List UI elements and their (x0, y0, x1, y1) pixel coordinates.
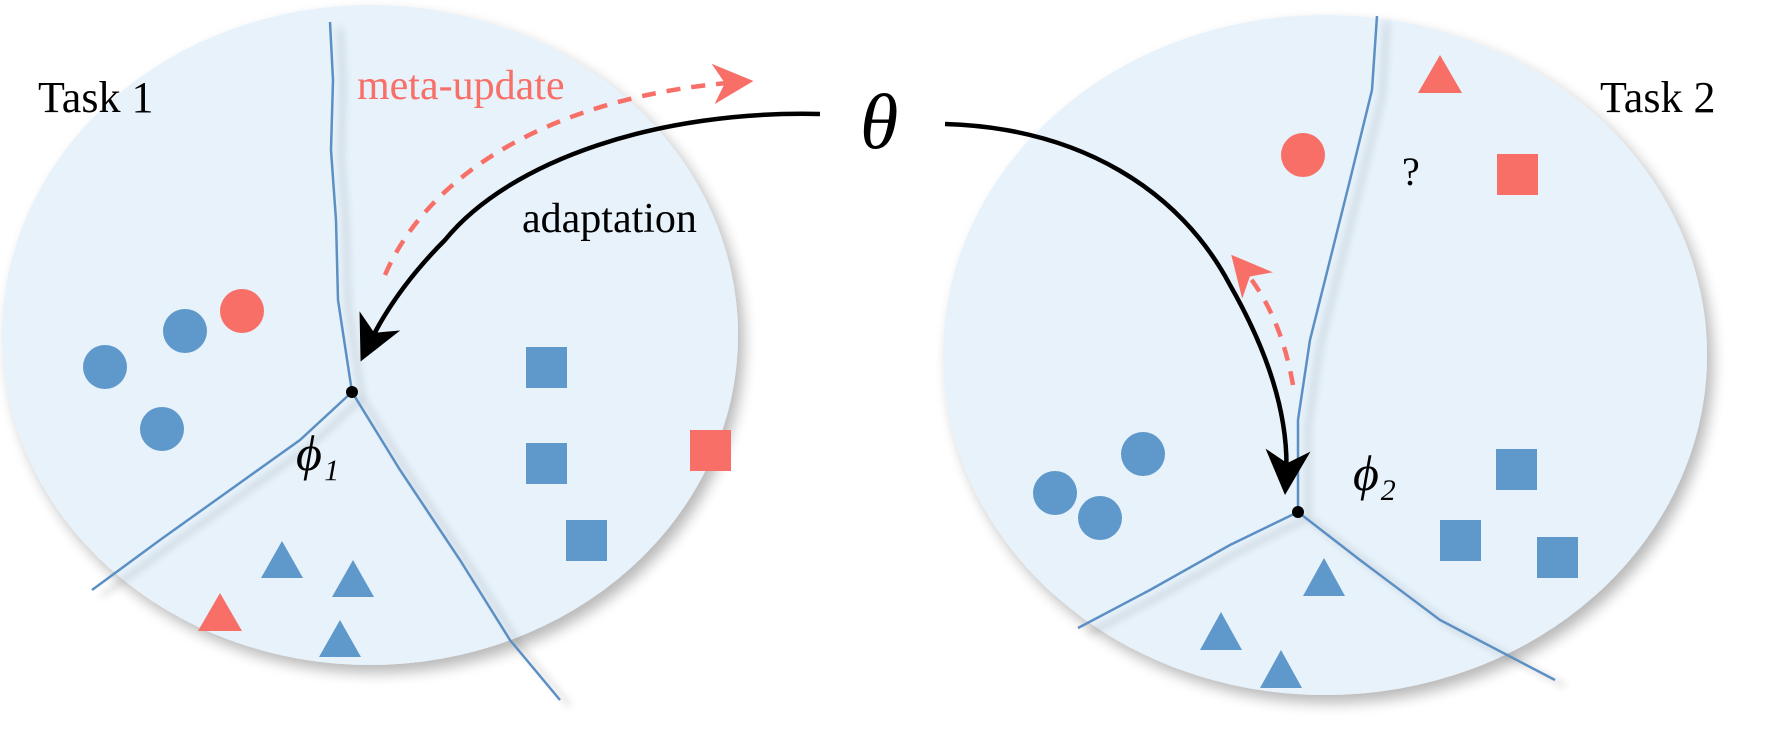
adaptation-label: adaptation (522, 196, 697, 242)
question-mark: ? (1402, 149, 1420, 194)
task2-blue-triangle (1303, 558, 1345, 596)
task2-blue-square (1440, 520, 1481, 561)
task2-blue-circle (1078, 496, 1122, 540)
task1-blue-circle (163, 309, 207, 353)
task1-blue-triangle (261, 541, 303, 578)
task1-red-triangle (198, 593, 242, 631)
task2-blue-triangle (1260, 650, 1302, 688)
task2-label: Task 2 (1600, 73, 1715, 122)
task1-blue-square (526, 443, 567, 484)
adaptation-arrow-task2 (944, 121, 1311, 495)
task2-decision-boundaries (1077, 15, 1556, 682)
task1-blue-triangle (319, 620, 361, 657)
task2-blue-square (1537, 537, 1578, 578)
task1-blue-circle (83, 345, 127, 389)
task2-red-triangle (1418, 55, 1462, 93)
task2-blue-square (1496, 449, 1537, 490)
adaptation-arrow-task1 (359, 111, 821, 362)
meta-update-label: meta-update (357, 63, 565, 109)
task2-panel: Task 2 ϕ₂ ? (943, 15, 1715, 695)
task1-red-circle (220, 289, 264, 333)
task2-blue-triangle (1200, 612, 1242, 650)
phi2-label: ϕ₂ (1353, 445, 1396, 501)
task1-decision-boundaries (91, 21, 561, 701)
task1-blue-square (526, 347, 567, 388)
task1-label: Task 1 (38, 73, 153, 122)
task1-blue-triangle (332, 560, 374, 597)
task1-junction-point (346, 386, 358, 398)
task2-blue-circle (1121, 432, 1165, 476)
task2-blue-circle (1033, 471, 1077, 515)
task1-blue-circle (140, 407, 184, 451)
theta-label: θ (860, 78, 898, 165)
task1-panel: Task 1 ϕ₁ (2, 5, 738, 701)
task1-red-square (690, 430, 731, 471)
task2-red-square (1497, 154, 1538, 195)
task1-blue-square (566, 520, 607, 561)
phi1-label: ϕ₁ (296, 425, 339, 481)
task2-red-circle (1281, 133, 1325, 177)
meta-update-arrow-task1 (382, 63, 754, 276)
task2-junction-point (1292, 506, 1304, 518)
